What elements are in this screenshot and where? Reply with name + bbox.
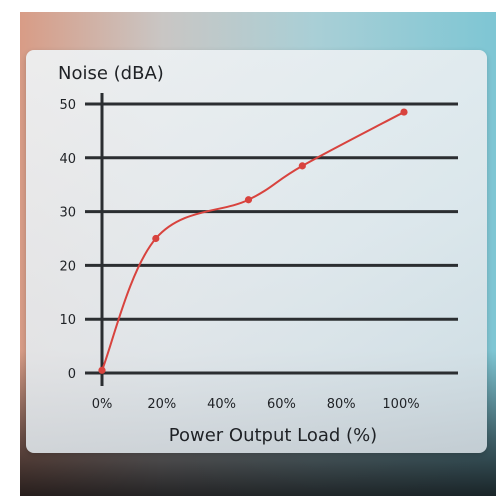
y-tick-label: 50	[59, 98, 76, 113]
x-tick-label: 100%	[382, 397, 419, 412]
y-tick-labels: 0 10 20 30 40 50	[59, 98, 76, 382]
series-line	[101, 111, 405, 371]
x-tick-label: 80%	[327, 397, 356, 412]
y-tick-label: 20	[59, 259, 76, 274]
data-point-3	[298, 162, 306, 170]
gridlines	[85, 102, 458, 375]
y-axis-title: Noise (dBA)	[58, 63, 164, 84]
x-tick-label: 40%	[207, 397, 236, 412]
x-tick-labels: 0% 20% 40% 60% 80% 100%	[92, 397, 420, 412]
x-tick-label: 20%	[147, 397, 176, 412]
data-point-2	[244, 196, 253, 204]
data-point-0	[98, 366, 106, 374]
y-tick-label: 0	[68, 367, 76, 382]
y-tick-label: 40	[59, 152, 76, 167]
data-point-1	[152, 234, 160, 243]
x-axis-title: Power Output Load (%)	[169, 425, 377, 446]
series	[98, 108, 408, 374]
y-tick-label: 30	[59, 206, 76, 221]
y-tick-label: 10	[59, 313, 76, 328]
x-tick-label: 0%	[92, 397, 113, 412]
x-tick-label: 60%	[267, 397, 296, 412]
data-point-4	[400, 108, 408, 116]
